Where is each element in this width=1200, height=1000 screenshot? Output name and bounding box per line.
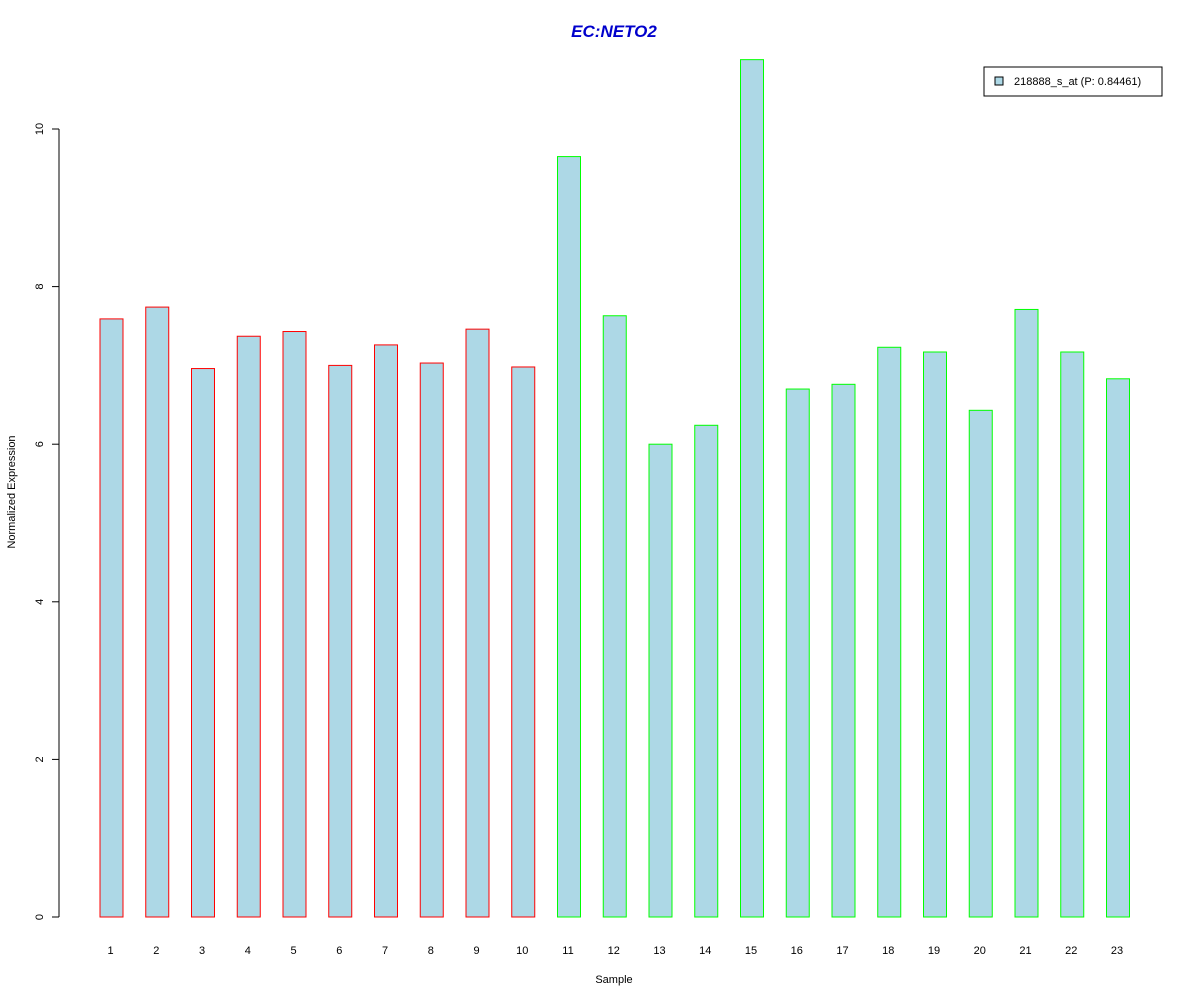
y-axis-label: Normalized Expression [6, 435, 18, 548]
bar-sample-21 [1014, 308, 1039, 918]
legend-label: 218888_s_at (P: 0.84461) [1014, 76, 1141, 88]
x-tick-label: 20 [974, 945, 986, 957]
bar-sample-14 [694, 424, 719, 918]
bar-sample-8 [419, 362, 444, 918]
bar-sample-11 [557, 156, 581, 918]
bar-sample-16 [785, 388, 810, 918]
x-tick-label: 18 [882, 945, 894, 957]
bar-sample-10 [511, 366, 536, 918]
x-tick-label: 9 [473, 945, 479, 957]
bar-sample-9 [465, 328, 490, 918]
x-tick-label: 15 [745, 945, 757, 957]
y-tick-label: 2 [34, 756, 46, 762]
chart-title: EC:NETO2 [571, 22, 657, 41]
bar-sample-23 [1106, 378, 1130, 918]
bar-sample-3 [191, 368, 215, 918]
y-tick-group: 0 2 4 6 8 10 [34, 123, 59, 920]
bar-sample-13 [648, 443, 673, 918]
x-tick-label: 6 [336, 945, 342, 957]
x-tick-group: 1 2 3 4 5 6 7 8 9 10 11 12 13 14 15 16 17 18 19 20 21 22 23 [107, 945, 1123, 957]
y-tick-label: 0 [34, 914, 46, 920]
y-tick-label: 4 [34, 599, 46, 605]
x-tick-label: 22 [1065, 945, 1077, 957]
y-tick-label: 10 [34, 123, 46, 135]
x-tick-label: 14 [699, 945, 711, 957]
legend: 218888_s_at (P: 0.84461) [983, 66, 1163, 97]
x-tick-label: 23 [1111, 945, 1123, 957]
bar-sample-7 [374, 344, 398, 918]
bar-group [99, 59, 1130, 918]
bar-sample-19 [923, 351, 947, 918]
y-tick-label: 6 [34, 441, 46, 447]
x-tick-label: 17 [836, 945, 848, 957]
legend-swatch [994, 76, 1004, 86]
legend-box [983, 66, 1163, 97]
bar-sample-6 [328, 364, 353, 918]
bar-sample-18 [877, 346, 902, 918]
x-tick-label: 10 [516, 945, 528, 957]
bar-sample-2 [145, 306, 170, 918]
x-tick-label: 11 [562, 945, 573, 957]
y-tick-label: 8 [34, 284, 46, 290]
x-tick-label: 4 [245, 945, 251, 957]
bar-sample-15 [740, 59, 764, 918]
x-tick-label: 3 [199, 945, 205, 957]
x-tick-label: 19 [928, 945, 940, 957]
bar-sample-20 [968, 409, 993, 918]
x-tick-label: 16 [791, 945, 803, 957]
bar-sample-5 [282, 331, 307, 918]
x-axis-label: Sample [595, 974, 632, 986]
bar-sample-1 [99, 318, 124, 918]
x-tick-label: 8 [428, 945, 434, 957]
bar-sample-4 [236, 335, 261, 918]
x-tick-label: 5 [290, 945, 296, 957]
x-tick-label: 12 [608, 945, 620, 957]
bar-sample-12 [602, 315, 627, 918]
x-tick-label: 2 [153, 945, 159, 957]
bar-sample-22 [1060, 351, 1085, 918]
x-tick-label: 1 [107, 945, 113, 957]
bar-sample-17 [831, 383, 856, 918]
x-tick-label: 7 [382, 945, 388, 957]
x-tick-label: 21 [1019, 945, 1031, 957]
x-tick-label: 13 [653, 945, 665, 957]
